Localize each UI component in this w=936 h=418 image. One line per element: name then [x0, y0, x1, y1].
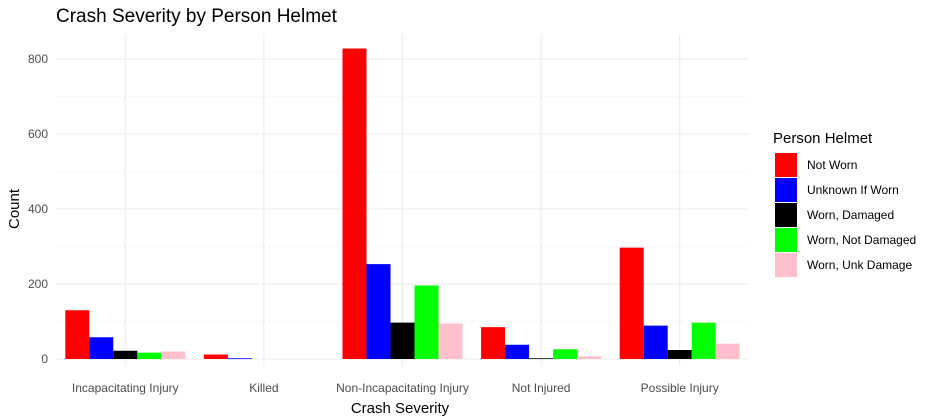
legend-title: Person Helmet [773, 130, 873, 147]
legend-swatch [775, 178, 797, 202]
bar [529, 358, 554, 360]
bar [161, 351, 186, 359]
gridlines [56, 34, 749, 366]
y-tick-label: 200 [28, 277, 48, 291]
legend: Person Helmet Not Worn Unknown If Worn Wor… [773, 130, 916, 277]
legend-label: Worn, Not Damaged [807, 233, 916, 247]
x-tick-label: Possible Injury [641, 381, 719, 395]
bars [65, 48, 740, 360]
legend-label: Not Worn [807, 158, 857, 172]
bar [667, 350, 692, 359]
bar [577, 356, 602, 359]
bar [227, 358, 252, 360]
bar [414, 285, 439, 359]
legend-swatch [775, 153, 797, 177]
bar [89, 337, 114, 359]
bar [715, 343, 740, 359]
x-tick-label: Not Injured [512, 381, 571, 395]
y-tick-label: 800 [28, 52, 48, 66]
y-tick-label: 0 [41, 352, 48, 366]
y-tick-label: 600 [28, 127, 48, 141]
bar [137, 352, 162, 359]
bar [438, 323, 463, 359]
bar [553, 349, 578, 359]
y-axis-title: Count [6, 188, 23, 229]
x-axis-ticks: Incapacitating Injury Killed Non-Incapacit… [72, 381, 719, 395]
bar [65, 310, 90, 359]
bar [203, 354, 228, 359]
x-tick-label: Killed [249, 381, 278, 395]
bar [691, 322, 716, 359]
legend-label: Worn, Damaged [807, 208, 894, 222]
y-tick-label: 400 [28, 202, 48, 216]
legend-label: Unknown If Worn [807, 183, 899, 197]
x-axis-title: Crash Severity [351, 400, 450, 417]
legend-label: Worn, Unk Damage [807, 258, 912, 272]
bar [481, 327, 506, 359]
chart-title: Crash Severity by Person Helmet [56, 6, 338, 27]
legend-swatch [775, 253, 797, 277]
bar [505, 344, 530, 359]
x-tick-label: Non-Incapacitating Injury [336, 381, 469, 395]
legend-swatch [775, 228, 797, 252]
bar [342, 48, 367, 359]
bar [366, 264, 391, 359]
bar [643, 325, 668, 359]
bar [113, 350, 138, 359]
bar [390, 322, 415, 359]
bar [619, 247, 644, 359]
x-tick-label: Incapacitating Injury [72, 381, 179, 395]
y-axis-ticks: 0 200 400 600 800 [28, 52, 48, 366]
legend-swatch [775, 203, 797, 227]
